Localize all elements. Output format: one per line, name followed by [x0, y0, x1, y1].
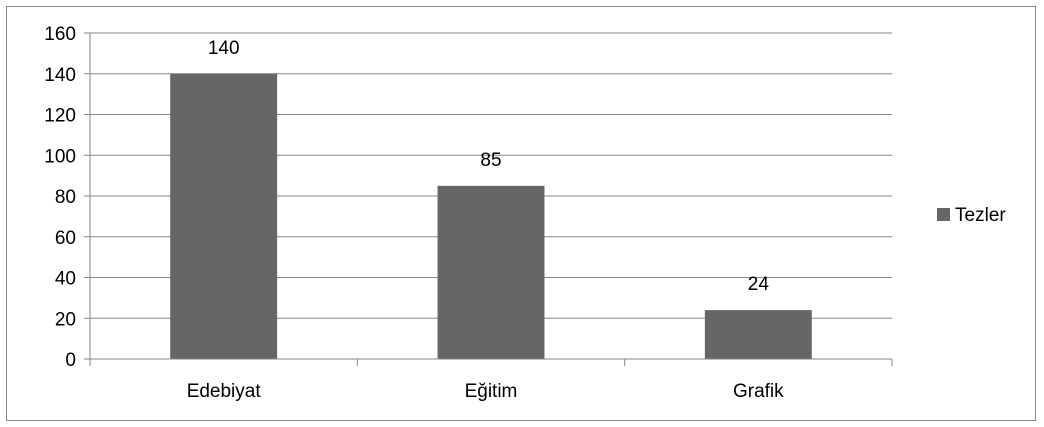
- y-tick-label: 160: [44, 24, 76, 45]
- y-axis-tick-labels: 0 20 40 60 80 100 120 140 160: [44, 24, 76, 371]
- y-tick-label: 140: [44, 65, 76, 86]
- x-tick-label: Edebiyat: [187, 381, 262, 402]
- data-label: 24: [748, 274, 770, 295]
- x-tick-label: Grafik: [733, 381, 784, 402]
- y-tick-label: 100: [44, 146, 76, 167]
- legend: Tezler: [937, 205, 1006, 226]
- y-tick-label: 80: [55, 187, 76, 208]
- y-tick-label: 20: [55, 309, 76, 330]
- bars: [170, 73, 812, 359]
- data-label: 85: [480, 150, 501, 171]
- legend-swatch-tezler: [937, 208, 950, 221]
- y-tick-label: 40: [55, 269, 76, 290]
- axes: [84, 32, 893, 366]
- y-tick-label: 120: [44, 106, 76, 127]
- x-tick-label: Eğitim: [465, 381, 518, 402]
- bar-eğitim: [437, 185, 545, 359]
- legend-label-tezler: Tezler: [955, 205, 1006, 226]
- data-labels: 140 85 24: [208, 38, 770, 295]
- y-tick-label: 60: [55, 228, 76, 249]
- bar-edebiyat: [170, 73, 278, 359]
- x-axis-tick-labels: Edebiyat Eğitim Grafik: [187, 381, 784, 402]
- y-tick-label: 0: [65, 350, 76, 371]
- data-label: 140: [208, 38, 240, 59]
- bar-grafik: [704, 310, 812, 359]
